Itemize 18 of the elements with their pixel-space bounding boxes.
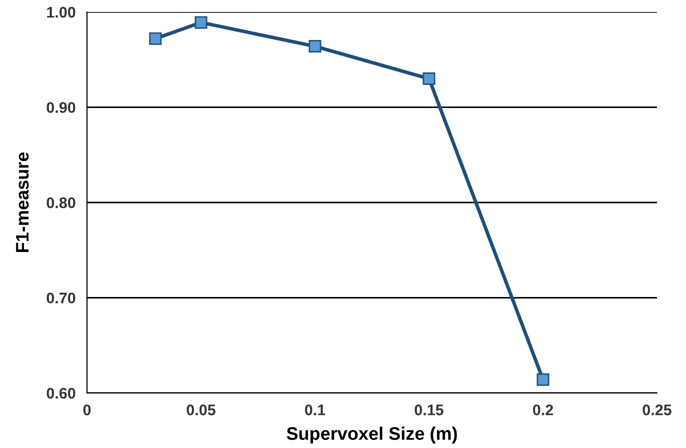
point [422,72,436,85]
x-tick-label: 0.1 [304,404,326,416]
point [149,32,162,45]
x-tick-label: 0.25 [642,404,672,416]
x-tick-label: 0 [83,404,91,416]
point [536,373,550,386]
x-tick-label: 0.2 [532,404,554,416]
x-axis-title: Supervoxel Size (m) [286,426,457,444]
y-tick-label: 0.60 [46,388,76,399]
x-tick-label: 0.05 [186,404,216,416]
point [308,40,322,53]
y-tick-label: 0.80 [46,197,76,208]
point [194,16,208,29]
y-tick-label: 0.70 [46,292,76,304]
y-axis-title: F1-measure [16,152,29,252]
x-tick-label: 0.15 [414,404,444,416]
y-tick-label: 1.00 [47,6,76,18]
y-tick-label: 0.90 [46,102,76,113]
